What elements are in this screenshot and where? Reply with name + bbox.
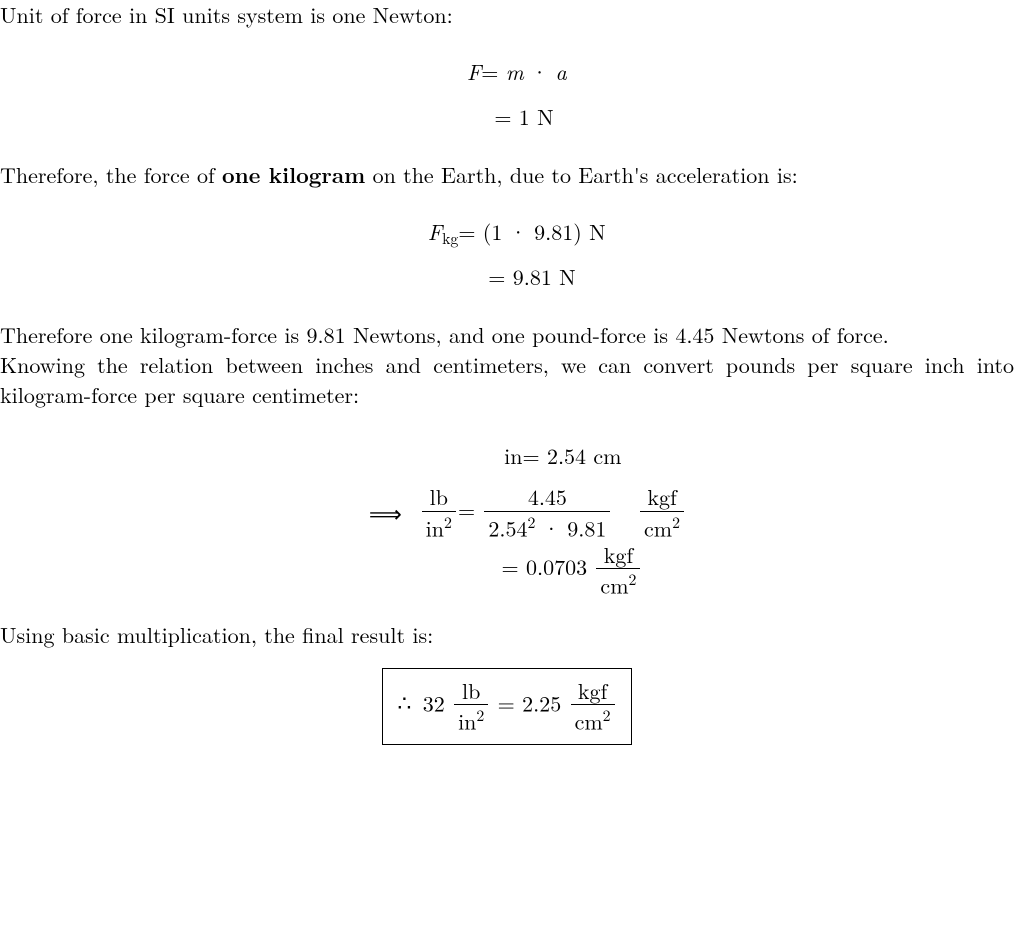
implies-arrow-icon: ⟹ [369, 496, 410, 529]
p2-a: Therefore, the force of [0, 159, 222, 190]
eq3-r2-right-den-sup: 2 [672, 510, 680, 533]
eq3-r3-a: = 0.0703 [502, 551, 595, 582]
equation-block-2: Fkg = (1 · 9.81) N = 9.81 N [0, 208, 1014, 298]
p2-c: on the Earth, due to Earth's acceleratio… [365, 159, 798, 190]
eq3-r2-right-frac: kgf cm2 [640, 485, 684, 540]
eq3-r2-mid-frac: 4.45 2.542 · 9.81 [484, 485, 610, 540]
eq3-r1-rhs: = 2.54 cm [523, 430, 622, 483]
equation-block-3: in = 2.54 cm ⟹ lb in2 = 4.45 2.542 · 9.8… [0, 427, 1014, 598]
final-f2-num: kgf [571, 679, 615, 705]
final-frac1: lb in2 [454, 679, 488, 734]
paragraph-1: Unit of force in SI units system is one … [0, 0, 1014, 30]
eq3-r2-mid-den-b: · 9.81 [535, 512, 606, 543]
eq3-r1-lhs: in [504, 440, 522, 471]
eq1-rhs1-m: m [506, 56, 524, 87]
final-frac2: kgf cm2 [571, 679, 615, 734]
equation-block-1: F = m · a = 1 N [0, 48, 1014, 138]
eq1-rhs2: = 1 N [494, 96, 553, 138]
paragraph-5: Using basic multiplication, the final re… [0, 620, 1014, 650]
final-eq: = 2.25 [490, 687, 568, 718]
final-f2-den-sup: 2 [603, 703, 611, 726]
therefore-icon: ∴ [397, 687, 411, 718]
eq3-r2-right-num: kgf [640, 485, 684, 511]
eq3-r2-lhs-den-sup: 2 [444, 510, 452, 533]
eq3-r3-num: kgf [596, 543, 640, 569]
eq3-r3-frac: kgf cm2 [596, 543, 640, 598]
final-f1-den-sup: 2 [476, 703, 484, 726]
eq3-r2-eq: = [458, 494, 482, 525]
eq2-sub-kg: kg [442, 226, 458, 249]
eq2-rhs1: = (1 · 9.81) N [458, 211, 605, 253]
boxed-result: ∴ 32 lb in2 = 2.25 kgf cm2 [382, 668, 631, 745]
eq3-r3-den-a: cm [600, 570, 628, 601]
eq1-rhs1-dot: · [524, 56, 556, 87]
eq3-r2-lhs-num: lb [422, 485, 456, 511]
paragraph-4: Knowing the relation between inches and … [0, 350, 1014, 409]
final-a: 32 [415, 687, 452, 718]
eq3-r2-lhs-frac: lb in2 [422, 485, 456, 540]
paragraph-2: Therefore, the force of one kilogram on … [0, 160, 1014, 190]
final-f1-num: lb [454, 679, 488, 705]
paragraph-3: Therefore one kilogram-force is 9.81 New… [0, 320, 1014, 350]
final-result-block: ∴ 32 lb in2 = 2.25 kgf cm2 [0, 668, 1014, 745]
eq1-rhs1-a: a [555, 56, 566, 87]
eq3-r2-lhs-den-a: in [426, 512, 444, 543]
eq1-lhs: F [467, 56, 481, 87]
eq2-F: F [428, 216, 442, 247]
eq2-rhs2: = 9.81 N [488, 256, 575, 298]
eq3-r2-mid-num: 4.45 [484, 485, 610, 511]
eq1-rhs1-eq: = [481, 56, 505, 87]
eq3-r2-right-den-a: cm [644, 512, 672, 543]
eq3-r3-den-sup: 2 [629, 567, 637, 590]
document-page: Unit of force in SI units system is one … [0, 0, 1022, 765]
final-f1-den-a: in [458, 706, 476, 737]
p2-bold: one kilogram [222, 159, 365, 190]
eq3-r2-mid-den-a: 2.54 [488, 512, 527, 543]
final-f2-den-a: cm [575, 706, 603, 737]
